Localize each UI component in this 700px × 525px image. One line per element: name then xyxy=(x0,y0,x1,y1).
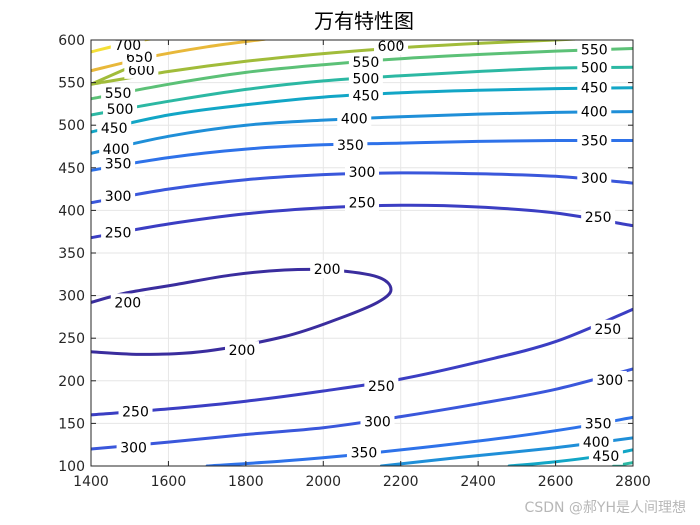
y-tick-label: 100 xyxy=(58,459,85,475)
contour-label-300: 300 xyxy=(349,165,376,181)
contour-label-300: 300 xyxy=(120,440,147,456)
contour-label-450: 450 xyxy=(353,88,380,104)
chart-title: 万有特性图 xyxy=(314,9,414,33)
x-tick-label: 2000 xyxy=(305,474,341,490)
x-tick-label: 2600 xyxy=(538,474,574,490)
contour-label-300: 300 xyxy=(364,415,391,431)
contour-label-200: 200 xyxy=(229,343,256,359)
contour-chart: 万有特性图 200 200 200 250 250 250 250 250 250 300 300 3… xyxy=(0,0,700,525)
contour-label-250: 250 xyxy=(122,404,149,420)
contour-label-300: 300 xyxy=(596,373,623,389)
x-tick-label: 2800 xyxy=(615,474,651,490)
x-tick-label: 2400 xyxy=(460,474,496,490)
y-tick-label: 400 xyxy=(58,203,85,219)
contour-label-250: 250 xyxy=(105,226,132,242)
x-tick-label: 2200 xyxy=(383,474,419,490)
contour-label-250: 250 xyxy=(349,196,376,212)
x-tick-label: 1600 xyxy=(151,474,187,490)
y-tick-label: 150 xyxy=(58,416,85,432)
contour-label-700: 700 xyxy=(114,38,141,54)
contour-label-550: 550 xyxy=(353,55,380,71)
contour-label-250: 250 xyxy=(585,210,612,226)
contour-label-400: 400 xyxy=(341,111,368,127)
contour-label-550: 550 xyxy=(581,42,608,58)
y-tick-label: 350 xyxy=(58,246,85,262)
y-tick-label: 550 xyxy=(58,76,85,92)
contour-label-350: 350 xyxy=(585,416,612,432)
x-tick-label: 1800 xyxy=(228,474,264,490)
contour-label-250: 250 xyxy=(368,379,395,395)
contour-label-450: 450 xyxy=(581,81,608,97)
contour-label-400: 400 xyxy=(581,105,608,121)
contour-label-550: 550 xyxy=(105,86,132,102)
contour-label-350: 350 xyxy=(337,138,364,154)
contour-label-400: 400 xyxy=(103,142,130,158)
watermark: CSDN @郝YH是人间理想 xyxy=(525,497,686,517)
contour-label-500: 500 xyxy=(107,102,134,118)
contour-label-450: 450 xyxy=(593,449,620,465)
contour-label-350: 350 xyxy=(581,134,608,150)
contour-label-450: 450 xyxy=(101,121,128,137)
contour-label-300: 300 xyxy=(105,189,132,205)
y-tick-label: 200 xyxy=(58,374,85,390)
y-tick-label: 250 xyxy=(58,331,85,347)
y-tick-label: 600 xyxy=(58,33,85,49)
x-tick-label: 1400 xyxy=(73,474,109,490)
contour-label-200: 200 xyxy=(314,262,341,278)
y-tick-label: 500 xyxy=(58,118,85,134)
contour-label-200: 200 xyxy=(114,295,141,311)
contour-label-350: 350 xyxy=(105,157,132,173)
y-tick-label: 450 xyxy=(58,161,85,177)
contour-label-500: 500 xyxy=(353,71,380,87)
contour-label-500: 500 xyxy=(581,60,608,76)
y-tick-label: 300 xyxy=(58,289,85,305)
contour-label-300: 300 xyxy=(581,171,608,187)
contour-label-250: 250 xyxy=(594,322,621,338)
contour-label-350: 350 xyxy=(351,445,378,461)
